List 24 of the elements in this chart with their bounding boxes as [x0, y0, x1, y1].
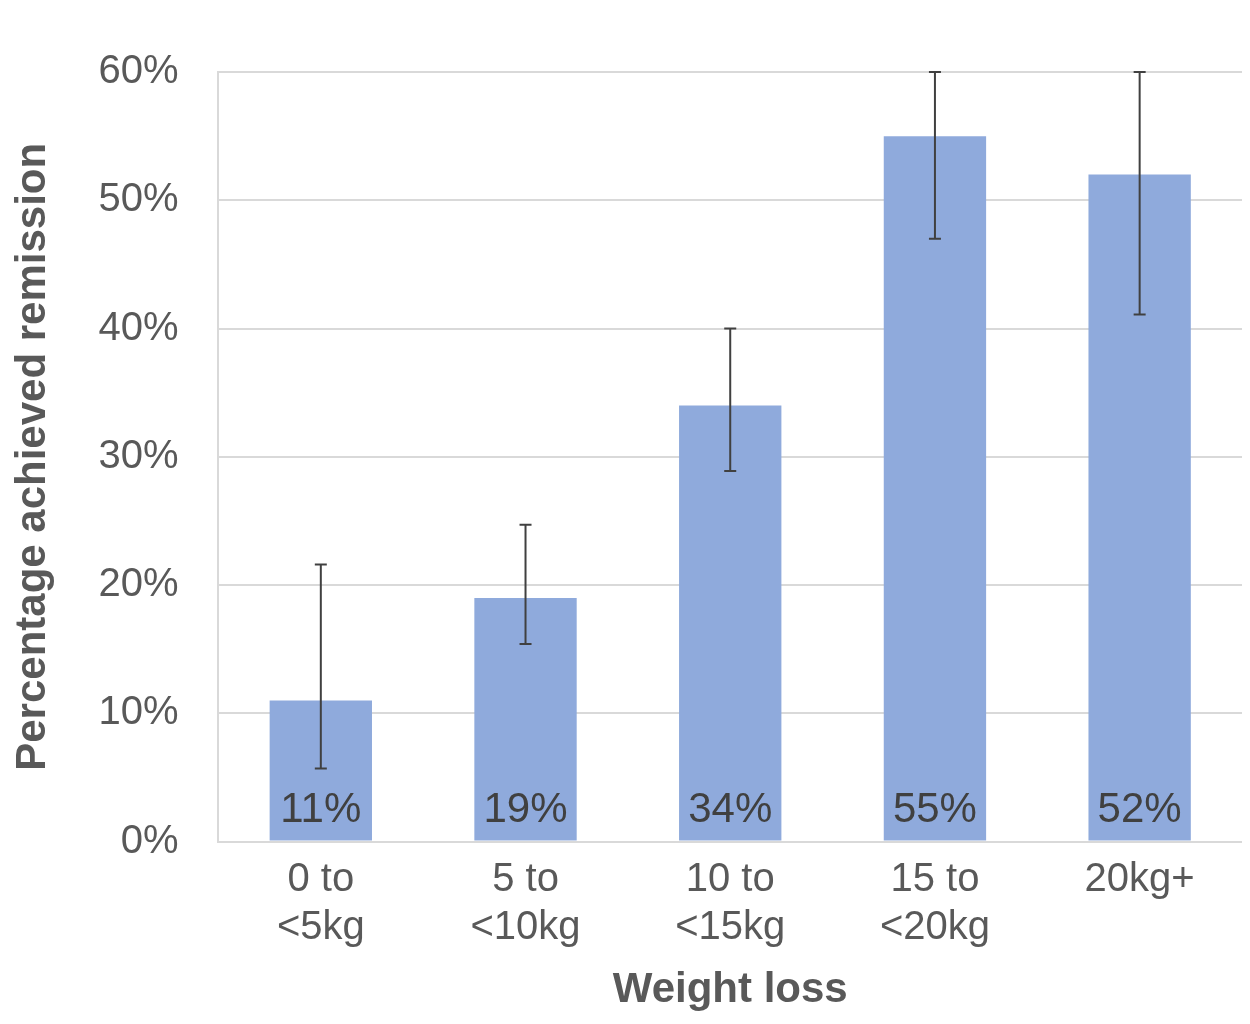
bar	[883, 136, 987, 841]
y-tick-label: 50%	[98, 175, 179, 220]
x-axis-title: Weight loss	[612, 964, 848, 1012]
data-label: 34%	[688, 784, 773, 832]
y-tick-label: 0%	[120, 816, 179, 861]
y-tick-label: 20%	[98, 560, 179, 605]
data-label: 11%	[280, 784, 362, 832]
bar	[269, 700, 372, 841]
y-tick-label: 60%	[98, 47, 179, 92]
data-label: 52%	[1097, 784, 1182, 832]
x-tick-label: 15 to <20kg	[879, 854, 990, 947]
data-label: 55%	[892, 784, 977, 832]
y-axis-title: Percentage achieved remission	[6, 142, 54, 771]
bar	[679, 405, 782, 841]
y-tick-label: 40%	[98, 303, 179, 348]
y-tick-label: 30%	[98, 431, 179, 476]
bar	[1088, 174, 1191, 841]
x-tick-label: 5 to <10kg	[470, 854, 581, 947]
bar	[474, 597, 577, 841]
data-label: 19%	[483, 784, 568, 832]
x-tick-label: 0 to <5kg	[276, 854, 365, 947]
x-tick-label: 10 to <15kg	[675, 854, 786, 947]
x-tick-label: 20kg+	[1084, 854, 1195, 899]
y-tick-label: 10%	[98, 688, 179, 733]
